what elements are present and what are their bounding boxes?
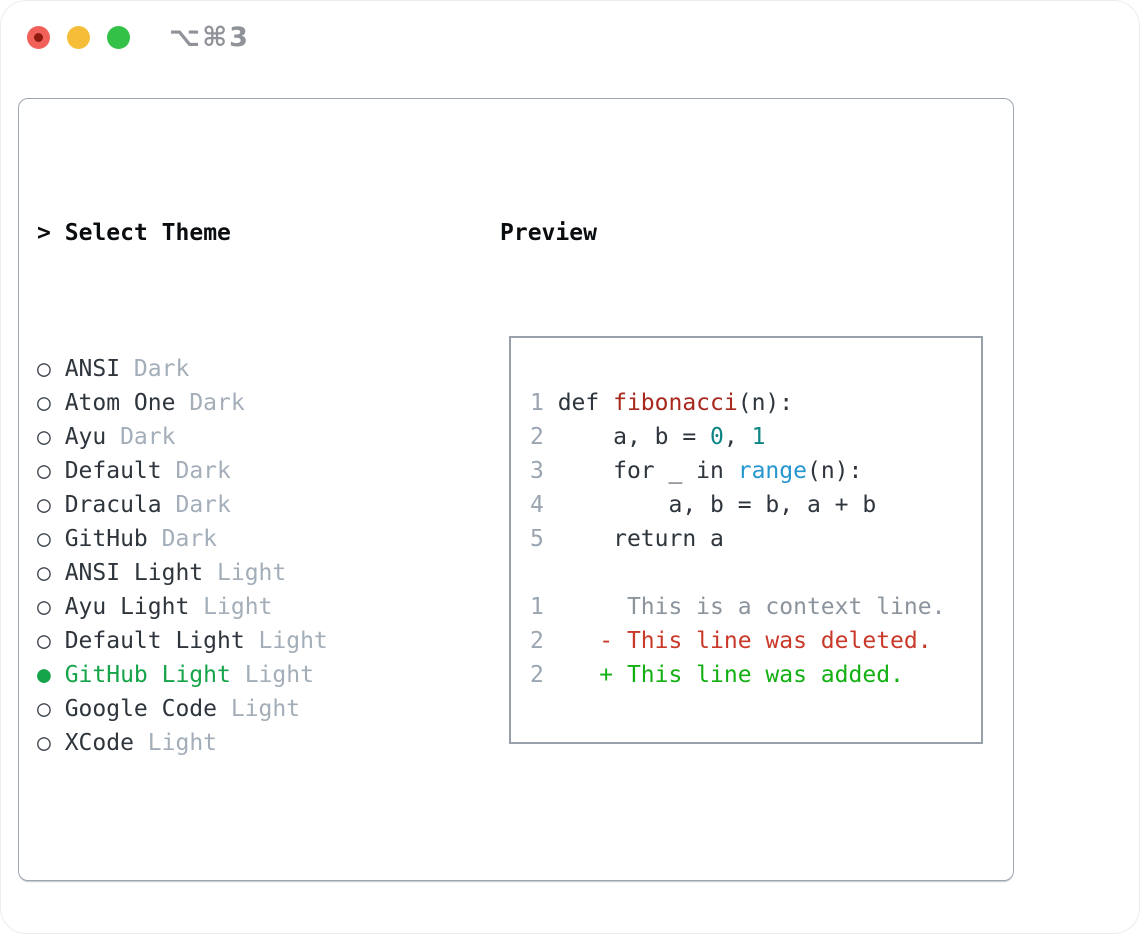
radio-icon: ○	[37, 594, 51, 620]
code-segment-gutter: 4	[530, 492, 558, 518]
theme-name: Ayu	[64, 424, 107, 450]
radio-icon: ○	[37, 628, 51, 654]
theme-name: XCode	[64, 730, 134, 756]
theme-variant: Dark	[120, 424, 176, 450]
code-segment-plain: a, b = b, a + b	[557, 492, 877, 518]
theme-name: ANSI Light	[64, 560, 204, 586]
radio-icon: ○	[37, 356, 51, 382]
theme-item-github-light[interactable]: ● GitHub Light Light	[37, 658, 425, 692]
code-line-3: 3 for _ in range(n):	[530, 454, 981, 488]
minimize-button-icon[interactable]	[67, 26, 90, 49]
code-line-2: 2 a, b = 0, 1	[530, 420, 981, 454]
code-line-8: 2 - This line was deleted.	[530, 624, 981, 658]
zoom-button-icon[interactable]	[107, 26, 130, 49]
radio-icon: ○	[37, 492, 51, 518]
code-segment-plain: def	[557, 390, 614, 416]
unsaved-dot-icon	[34, 33, 43, 42]
theme-name: ANSI	[64, 356, 121, 382]
theme-list: ○ ANSI Dark ○ Atom One Dark ○ Ayu Dark ○ Default Da…	[37, 352, 425, 760]
theme-variant: Light	[203, 594, 273, 620]
code-segment-func: fibonacci	[613, 390, 738, 416]
theme-variant: Light	[217, 560, 287, 586]
code-line-5: 5 return a	[530, 522, 981, 556]
code-segment-gutter: 5	[530, 526, 558, 552]
code-segment-gutter: 2	[530, 662, 558, 688]
theme-item-ansi[interactable]: ○ ANSI Dark	[37, 352, 425, 386]
code-segment-gutter: 1	[530, 594, 558, 620]
close-button-icon[interactable]	[27, 26, 50, 49]
theme-name: Google Code	[64, 696, 218, 722]
traffic-lights	[27, 26, 130, 49]
theme-name: Default	[64, 458, 162, 484]
radio-icon: ○	[37, 458, 51, 484]
code-line-1: 1 def fibonacci(n):	[530, 386, 981, 420]
code-segment-plain: return a	[557, 526, 724, 552]
theme-item-ayu-light[interactable]: ○ Ayu Light Light	[37, 590, 425, 624]
radio-selected-icon: ●	[37, 662, 51, 688]
code-segment-plain: (n):	[737, 390, 794, 416]
radio-icon: ○	[37, 526, 51, 552]
code-segment-plain: (n):	[806, 458, 863, 484]
theme-name: Ayu Light	[64, 594, 190, 620]
theme-variant: Dark	[175, 492, 231, 518]
window-shortcut-label: ⌥⌘3	[169, 22, 250, 53]
code-line-4: 4 a, b = b, a + b	[530, 488, 981, 522]
theme-picker-panel: > Select Theme ○ ANSI Dark ○ Atom One Dark ○ Ay…	[18, 98, 1014, 881]
code-segment-plain: a, b =	[557, 424, 711, 450]
radio-icon: ○	[37, 424, 51, 450]
theme-variant: Dark	[161, 526, 218, 552]
radio-icon: ○	[37, 730, 51, 756]
theme-variant: Light	[244, 662, 314, 688]
code-segment-num: 0	[710, 424, 724, 450]
theme-item-github[interactable]: ○ GitHub Dark	[37, 522, 425, 556]
theme-variant: Light	[258, 628, 328, 654]
code-segment-gutter: 3	[530, 458, 558, 484]
code-line-6	[530, 556, 981, 590]
theme-item-default-light[interactable]: ○ Default Light Light	[37, 624, 425, 658]
select-theme-header: > Select Theme	[37, 216, 425, 250]
radio-icon: ○	[37, 560, 51, 586]
code-line-9: 2 + This line was added.	[530, 658, 981, 692]
code-segment-deleted: - This line was deleted.	[557, 628, 932, 654]
spacer	[37, 862, 425, 896]
select-theme-title: Select Theme	[64, 220, 231, 246]
theme-name: Dracula	[64, 492, 162, 518]
theme-variant: Dark	[189, 390, 245, 416]
selector-column: > Select Theme ○ ANSI Dark ○ Atom One Dark ○ Ay…	[37, 148, 425, 934]
theme-name: Default Light	[64, 628, 245, 654]
theme-variant: Light	[230, 696, 301, 722]
title-bar: ⌥⌘3	[0, 0, 1140, 75]
code-segment-added: + This line was added.	[557, 662, 904, 688]
theme-name: GitHub Light	[64, 662, 231, 688]
theme-variant: Dark	[175, 458, 231, 484]
theme-item-xcode[interactable]: ○ XCode Light	[37, 726, 425, 760]
radio-icon: ○	[37, 696, 51, 722]
radio-icon: ○	[37, 390, 51, 416]
theme-name: Atom One	[64, 390, 176, 416]
theme-item-default[interactable]: ○ Default Dark	[37, 454, 425, 488]
code-segment-plain: for _ in	[557, 458, 738, 484]
code-segment-builtin: range	[737, 458, 807, 484]
code-line-7: 1 This is a context line.	[530, 590, 981, 624]
theme-item-atom-one[interactable]: ○ Atom One Dark	[37, 386, 425, 420]
theme-item-google-code[interactable]: ○ Google Code Light	[37, 692, 425, 726]
preview-title: Preview	[500, 220, 597, 246]
code-segment-gutter: 1	[530, 390, 558, 416]
theme-item-ayu[interactable]: ○ Ayu Dark	[37, 420, 425, 454]
code-segment-gutter: 2	[530, 424, 558, 450]
preview-column: Preview 1 def fibonacci(n): 2 a, b = 0, 1…	[500, 148, 983, 812]
prompt-icon: >	[37, 220, 51, 246]
theme-item-ansi-light[interactable]: ○ ANSI Light Light	[37, 556, 425, 590]
theme-name: GitHub	[64, 526, 148, 552]
code-segment-plain: ,	[723, 424, 752, 450]
theme-variant: Dark	[133, 356, 190, 382]
code-segment-num: 1	[751, 424, 766, 450]
code-segment-gutter: 2	[530, 628, 558, 654]
theme-variant: Light	[147, 730, 218, 756]
theme-item-dracula[interactable]: ○ Dracula Dark	[37, 488, 425, 522]
code-segment-context: This is a context line.	[557, 594, 946, 620]
